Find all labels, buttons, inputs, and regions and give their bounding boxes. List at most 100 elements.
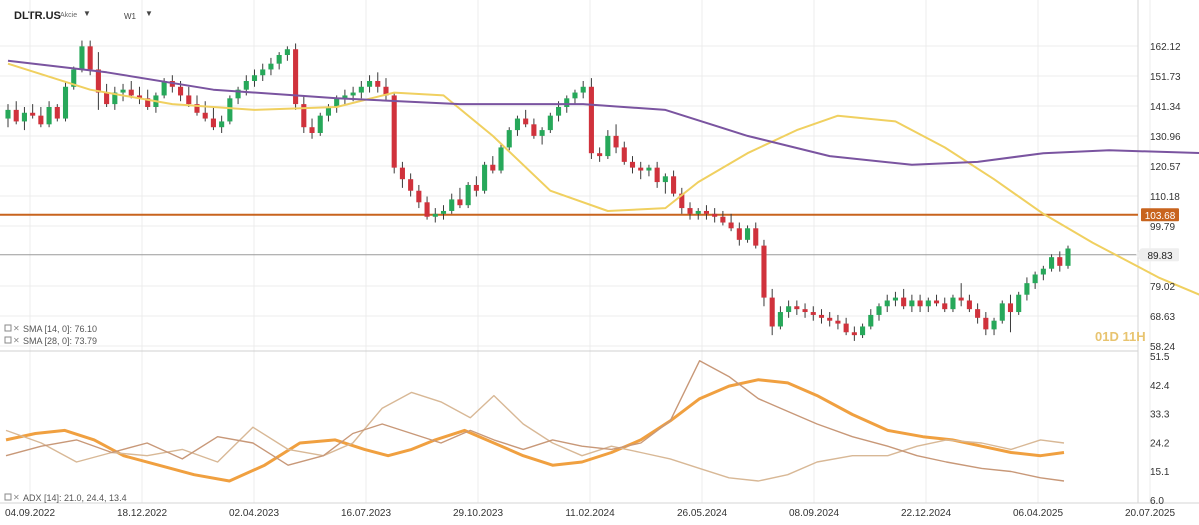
candle-down (942, 303, 948, 310)
candle-down (309, 127, 315, 133)
candle-up (79, 46, 85, 70)
candle-up (884, 300, 890, 307)
candle-up (112, 92, 118, 105)
candle-down (210, 118, 216, 128)
candle-down (851, 332, 857, 336)
candle-up (268, 63, 274, 70)
candle-up (317, 115, 323, 133)
candles (5, 40, 1071, 341)
candle-up (860, 326, 866, 336)
candle-down (720, 216, 726, 223)
toolbar: DLTR.US Akcie ▼ W1 ▼ (14, 0, 214, 28)
candle-up (284, 49, 290, 56)
candle-down (687, 208, 693, 214)
candle-up (744, 228, 751, 240)
timeframe-chevron-down-icon[interactable]: ▼ (145, 9, 153, 18)
candle-up (868, 314, 874, 327)
price-tick-label: 110.18 (1150, 192, 1180, 203)
candle-up (695, 210, 701, 214)
candle-down (95, 69, 101, 93)
candle-down (638, 167, 644, 171)
candle-down (802, 309, 808, 313)
sma-14-legend-settings-icon[interactable] (4, 324, 12, 332)
candle-down (933, 300, 940, 304)
timeframe-label[interactable]: W1 (124, 12, 136, 21)
price-tick-label: 162.12 (1150, 42, 1181, 53)
candle-up (465, 184, 471, 206)
candle-up (539, 130, 545, 136)
candle-up (161, 81, 167, 96)
candle-up (5, 109, 11, 119)
candle-up (514, 118, 521, 131)
adx-legend-settings-icon[interactable] (4, 493, 12, 501)
candle-down (736, 228, 742, 240)
candle-up (572, 92, 578, 99)
candle-down (178, 86, 184, 96)
candle-down (523, 118, 529, 125)
adx-legend-label: ADX [14]: 21.0, 24.4, 13.4 (23, 493, 127, 503)
candle-down (145, 98, 151, 107)
candle-down (753, 228, 759, 246)
adx-indicator (5, 360, 1065, 483)
adx-legend-close-icon[interactable]: ✕ (13, 493, 20, 502)
candle-down (728, 222, 734, 229)
level-price-label: 103.68 (1145, 211, 1176, 222)
adx-tick-label: 33.3 (1150, 410, 1170, 421)
x-tick-label: 22.12.2024 (901, 508, 951, 519)
candle-up (219, 121, 225, 128)
sma-14-line (7, 62, 1199, 296)
candle-up (506, 130, 512, 148)
candle-up (260, 69, 266, 76)
price-tick-label: 68.63 (1150, 312, 1175, 323)
candle-down (983, 317, 989, 330)
adx-tick-label: 42.4 (1150, 381, 1170, 392)
candle-down (1057, 257, 1063, 266)
candle-down (901, 297, 907, 307)
candle-down (835, 320, 841, 324)
adx-line (5, 378, 1065, 483)
candle-up (1040, 268, 1046, 275)
candle-up (777, 312, 783, 327)
candle-down (301, 104, 307, 128)
candle-down (769, 297, 775, 327)
candle-up (367, 81, 373, 87)
candle-down (917, 300, 923, 307)
candle-down (424, 202, 430, 217)
candle-down (843, 323, 849, 333)
candle-down (613, 135, 619, 148)
sma-28-legend-close-icon[interactable]: ✕ (13, 336, 20, 345)
candle-down (128, 89, 134, 96)
countdown-watermark: 01D 11H (1095, 329, 1146, 344)
candle-up (440, 210, 447, 214)
price-tick-label: 151.73 (1150, 72, 1181, 83)
candle-down (408, 179, 414, 191)
candle-up (1024, 283, 1030, 295)
price-tick-label: 58.24 (1150, 342, 1175, 353)
candle-up (1032, 274, 1038, 284)
candle-down (54, 106, 60, 119)
symbol-chevron-down-icon[interactable]: ▼ (83, 9, 91, 18)
x-tick-label: 20.07.2025 (1125, 508, 1175, 519)
candle-down (975, 309, 981, 318)
candle-up (909, 300, 915, 307)
candle-down (621, 147, 627, 162)
horizontal-levels: 103.68 89.83 (0, 208, 1179, 262)
candle-down (588, 86, 594, 154)
candle-up (120, 89, 126, 93)
candle-down (30, 112, 36, 116)
candle-down (416, 190, 422, 203)
candle-up (498, 147, 504, 171)
x-tick-label: 11.02.2024 (565, 508, 615, 519)
candle-down (818, 314, 825, 318)
sma-28-legend-settings-icon[interactable] (4, 336, 12, 344)
candle-up (662, 176, 668, 183)
candle-down (399, 167, 405, 180)
candle-up (334, 98, 340, 107)
candle-down (194, 104, 200, 113)
adx-tick-label: 51.5 (1150, 352, 1170, 363)
sma-14-legend-close-icon[interactable]: ✕ (13, 324, 20, 333)
candle-up (62, 86, 69, 119)
candle-down (761, 245, 767, 298)
symbol-label[interactable]: DLTR.US (14, 10, 61, 22)
